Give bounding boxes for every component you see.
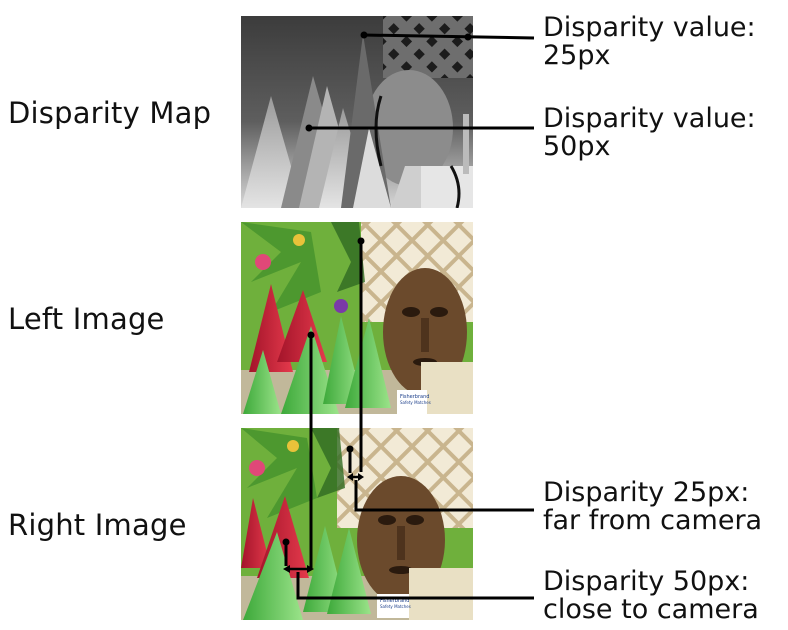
left-stereo-image: Fisherbrand Safety Matches (241, 222, 473, 414)
callout-far-line1: Disparity 25px: (543, 477, 750, 508)
matchbox-brand: Fisherbrand (400, 394, 429, 400)
callout-near-value-line2: 50px (543, 131, 611, 162)
callout-near-line1: Disparity 50px: (543, 566, 750, 597)
disparity-map-image (241, 16, 473, 208)
matchbox-line1-right: Safety Matches (380, 604, 411, 609)
label-left-image: Left Image (8, 302, 165, 336)
callout-far-disparity-value: Disparity value: 25px (543, 14, 756, 70)
label-disparity-map: Disparity Map (8, 96, 212, 130)
callout-far-value-line1: Disparity value: (543, 12, 756, 43)
callout-disparity-25-far: Disparity 25px: far from camera (543, 479, 762, 535)
right-stereo-image: Fisherbrand Safety Matches (241, 428, 473, 620)
callout-far-line2: far from camera (543, 505, 763, 536)
matchbox-line1: Safety Matches (400, 400, 431, 405)
callout-near-value-line1: Disparity value: (543, 103, 756, 134)
callout-near-disparity-value: Disparity value: 50px (543, 105, 756, 161)
matchbox-brand-right: Fisherbrand (380, 598, 409, 604)
callout-far-value-line2: 25px (543, 40, 611, 71)
label-right-image: Right Image (8, 508, 187, 542)
callout-near-line2: close to camera (543, 594, 759, 625)
callout-disparity-50-close: Disparity 50px: close to camera (543, 568, 759, 624)
